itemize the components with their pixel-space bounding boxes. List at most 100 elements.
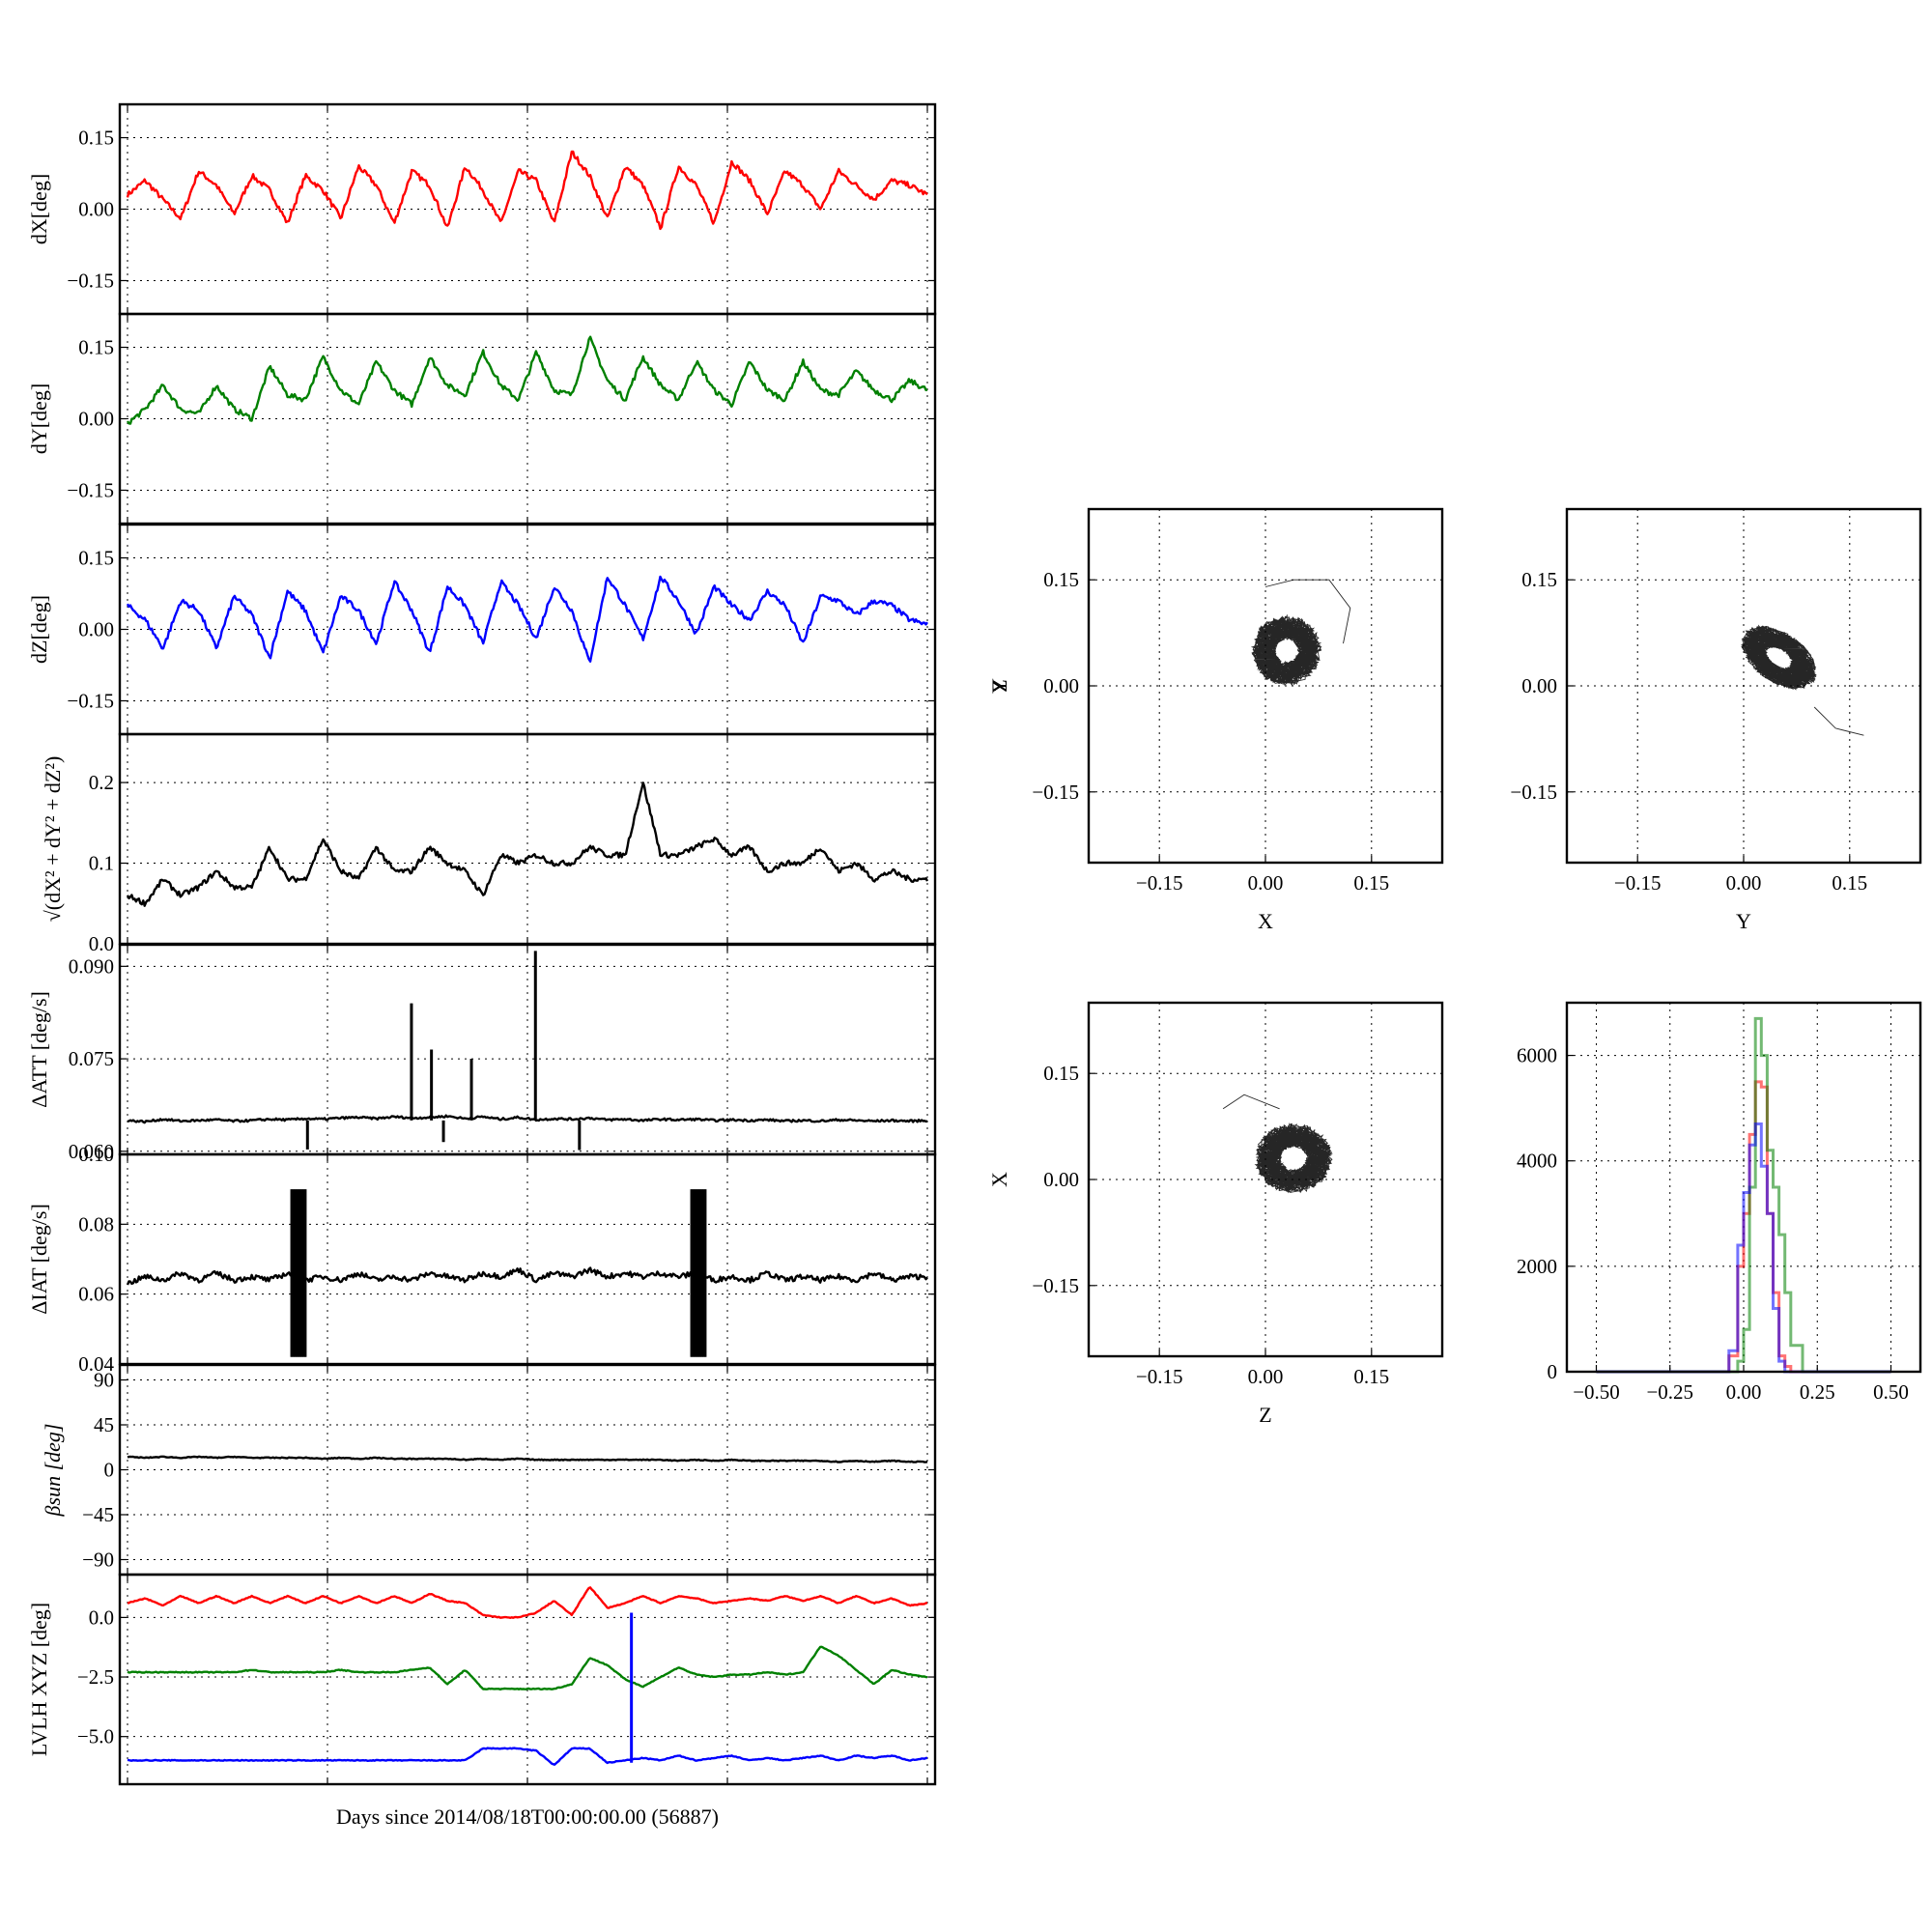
y-tick-label: 0 — [1548, 1360, 1558, 1383]
x-tick-label: 0.25 — [1800, 1380, 1835, 1404]
trajectory-cloud — [1741, 624, 1817, 691]
trajectory-tail — [1264, 579, 1351, 644]
panel-dZ: −0.15 0.00 0.15 dZ[deg] — [27, 523, 937, 736]
series-line — [127, 1645, 928, 1691]
axes-frame — [1565, 507, 1922, 865]
y-axis-label-text: βsun [deg] — [41, 1424, 65, 1518]
y-tick-label: −5.0 — [77, 1725, 114, 1748]
y-tick-label: 0 — [104, 1459, 115, 1482]
y-axis-label: √(dX² + dY² + dZ²) — [41, 756, 65, 923]
y-axis-label: dZ[deg] — [27, 595, 51, 664]
x-tick-label: 0.00 — [1726, 871, 1762, 895]
x-tick-label: −0.50 — [1573, 1380, 1620, 1404]
y-tick-label: −90 — [82, 1548, 114, 1572]
y-tick-label: 0.00 — [78, 198, 114, 221]
trajectory-tail — [1813, 706, 1864, 736]
x-axis-label: Y — [1736, 909, 1751, 933]
x-tick-label: −0.15 — [1614, 871, 1662, 895]
series-line — [126, 150, 928, 231]
y-tick-label: −0.15 — [67, 689, 114, 712]
panel-dIAT: 0.04 0.06 0.08 0.10 ΔIAT [deg/s] — [27, 1143, 937, 1376]
axes-frame — [118, 1152, 937, 1366]
series-line — [127, 1455, 928, 1463]
panel-dX: −0.15 0.00 0.15 dX[deg] — [27, 102, 937, 316]
y-tick-label: 0.0 — [89, 1605, 114, 1629]
panel-mag: 0.0 0.1 0.2 √(dX² + dY² + dZ²) — [41, 732, 937, 955]
x-tick-label: 0.50 — [1873, 1380, 1909, 1404]
series-line — [126, 575, 928, 663]
panel-lvlh: −5.0 −2.5 0.0 LVLH XYZ [deg] — [27, 1573, 937, 1786]
series-line — [127, 1747, 928, 1766]
y-axis-label: ΔIAT [deg/s] — [27, 1204, 51, 1315]
y-tick-label: −0.15 — [1510, 781, 1557, 804]
y-tick-label: 2000 — [1517, 1255, 1557, 1278]
y-tick-label: 0.090 — [69, 954, 114, 978]
series-line — [126, 335, 928, 425]
y-tick-label: 0.00 — [1521, 674, 1557, 697]
panel-beta: −90 −45 0 45 90 βsun [deg] — [41, 1363, 937, 1577]
y-tick-label: −45 — [82, 1503, 114, 1526]
x-tick-label: −0.25 — [1646, 1380, 1693, 1404]
y-tick-label: 0.08 — [78, 1212, 114, 1236]
series-line — [126, 781, 929, 907]
histogram-series — [1596, 1122, 1891, 1374]
y-tick-label: 45 — [94, 1413, 114, 1436]
shared-x-axis-label: Days since 2014/08/18T00:00:00.00 (56887… — [336, 1804, 719, 1829]
x-tick-label: 0.00 — [1726, 1380, 1762, 1404]
y-tick-label: 0.2 — [89, 771, 114, 794]
x-tick-label: 0.00 — [1248, 1365, 1284, 1388]
x-tick-label: 0.15 — [1353, 871, 1389, 895]
y-tick-label: 0.15 — [1521, 568, 1557, 591]
trajectory-cloud — [1254, 1122, 1333, 1194]
y-tick-label: 0.060 — [69, 1140, 114, 1163]
x-tick-label: 0.00 — [1248, 871, 1284, 895]
axes-frame — [1087, 507, 1444, 865]
y-axis-label: dY[deg] — [27, 384, 51, 454]
scatter-ZX: −0.15 −0.15 0.00 0.00 0.15 0.15 Z X — [987, 1001, 1444, 1427]
y-tick-label: 0.15 — [1043, 1062, 1079, 1085]
y-axis-label-text: √(dX² + dY² + dZ²) — [41, 756, 65, 923]
y-axis-label: dX[deg] — [27, 174, 51, 244]
axes-frame — [1565, 1001, 1922, 1374]
y-tick-label: −2.5 — [77, 1665, 114, 1689]
y-tick-label: 0.06 — [78, 1283, 114, 1306]
histogram: −0.50 −0.25 0.00 0.25 0.50 0 2000 4000 6000 — [1517, 1001, 1922, 1404]
y-axis-label: Y — [987, 678, 1011, 694]
axes-frame — [118, 943, 937, 1156]
trajectory-cloud — [1250, 613, 1322, 687]
x-tick-label: 0.15 — [1832, 871, 1867, 895]
y-tick-label: 4000 — [1517, 1150, 1557, 1173]
y-tick-label: −0.15 — [67, 269, 114, 292]
scatter-XY: −0.15 −0.15 0.00 0.00 0.15 0.15 X Y — [987, 507, 1444, 933]
y-tick-label: 0.04 — [78, 1352, 114, 1376]
y-axis-label: LVLH XYZ [deg] — [27, 1603, 51, 1756]
x-tick-label: 0.15 — [1353, 1365, 1389, 1388]
x-axis-label: X — [1258, 909, 1273, 933]
histogram-series — [1596, 1016, 1891, 1374]
panel-dATT: 0.060 0.075 0.090 ΔATT [deg/s] — [27, 943, 937, 1163]
y-axis-label: ΔATT [deg/s] — [27, 991, 51, 1108]
y-tick-label: 0.00 — [78, 408, 114, 431]
panel-dY: −0.15 0.00 0.15 dY[deg] — [27, 312, 937, 526]
y-tick-label: 0.15 — [78, 547, 114, 570]
y-tick-label: 6000 — [1517, 1044, 1557, 1067]
y-tick-label: 0.15 — [78, 336, 114, 359]
y-axis-label: X — [987, 1172, 1011, 1187]
y-tick-label: 0.1 — [89, 852, 114, 875]
y-tick-label: −0.15 — [1032, 1274, 1079, 1297]
series-line — [127, 1114, 928, 1124]
x-tick-label: −0.15 — [1136, 871, 1183, 895]
y-tick-label: 0.15 — [1043, 568, 1079, 591]
y-tick-label: 0.00 — [1043, 674, 1079, 697]
y-tick-label: 0.15 — [78, 127, 114, 150]
series-line — [126, 1266, 928, 1286]
y-tick-label: 0.0 — [89, 932, 114, 955]
x-tick-label: −0.15 — [1136, 1365, 1183, 1388]
y-tick-label: −0.15 — [67, 478, 114, 501]
y-tick-label: 0.10 — [78, 1143, 114, 1166]
trajectory-tail — [1222, 1094, 1280, 1110]
y-tick-label: 0.075 — [69, 1047, 114, 1070]
axes-frame — [118, 1573, 937, 1786]
